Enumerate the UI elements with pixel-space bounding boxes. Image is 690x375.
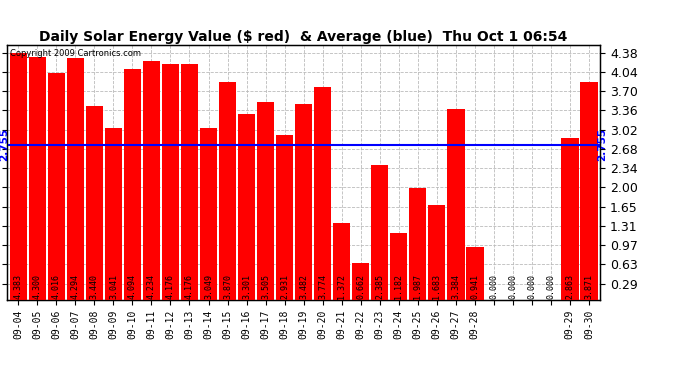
Text: 2.385: 2.385 bbox=[375, 274, 384, 299]
Text: 3.871: 3.871 bbox=[584, 274, 593, 299]
Text: 4.176: 4.176 bbox=[185, 274, 194, 299]
Bar bbox=[352, 262, 369, 300]
Bar bbox=[199, 128, 217, 300]
Text: 4.234: 4.234 bbox=[147, 274, 156, 299]
Text: 4.176: 4.176 bbox=[166, 274, 175, 299]
Text: 2.755: 2.755 bbox=[598, 128, 607, 161]
Text: 4.383: 4.383 bbox=[14, 274, 23, 299]
Text: 3.041: 3.041 bbox=[109, 274, 118, 299]
Bar bbox=[428, 205, 446, 300]
Bar bbox=[580, 82, 598, 300]
Text: 3.482: 3.482 bbox=[299, 274, 308, 299]
Text: 3.384: 3.384 bbox=[451, 274, 460, 299]
Text: 3.440: 3.440 bbox=[90, 274, 99, 299]
Text: 1.182: 1.182 bbox=[394, 274, 403, 299]
Text: 0.000: 0.000 bbox=[546, 274, 555, 299]
Bar bbox=[314, 87, 331, 300]
Text: Copyright 2009 Cartronics.com: Copyright 2009 Cartronics.com bbox=[10, 49, 141, 58]
Text: 0.000: 0.000 bbox=[527, 274, 536, 299]
Bar bbox=[67, 58, 84, 300]
Text: 1.987: 1.987 bbox=[413, 274, 422, 299]
Bar bbox=[105, 129, 122, 300]
Text: 4.294: 4.294 bbox=[71, 274, 80, 299]
Text: 3.774: 3.774 bbox=[318, 274, 327, 299]
Bar bbox=[181, 64, 198, 300]
Bar bbox=[86, 106, 103, 300]
Bar bbox=[219, 82, 236, 300]
Bar bbox=[28, 57, 46, 300]
Text: 4.300: 4.300 bbox=[33, 274, 42, 299]
Bar bbox=[409, 188, 426, 300]
Text: 2.931: 2.931 bbox=[280, 274, 289, 299]
Bar bbox=[447, 109, 464, 300]
Text: 0.000: 0.000 bbox=[509, 274, 518, 299]
Bar bbox=[48, 74, 65, 300]
Text: 3.870: 3.870 bbox=[223, 274, 232, 299]
Bar bbox=[161, 64, 179, 300]
Text: 2.863: 2.863 bbox=[565, 274, 574, 299]
Bar bbox=[143, 61, 160, 300]
Text: 2.755: 2.755 bbox=[0, 128, 9, 161]
Bar bbox=[10, 53, 27, 300]
Text: 0.000: 0.000 bbox=[489, 274, 498, 299]
Bar bbox=[466, 247, 484, 300]
Bar bbox=[257, 102, 275, 300]
Bar bbox=[124, 69, 141, 300]
Text: 3.505: 3.505 bbox=[261, 274, 270, 299]
Text: 1.683: 1.683 bbox=[432, 274, 441, 299]
Bar bbox=[333, 223, 351, 300]
Text: 1.372: 1.372 bbox=[337, 274, 346, 299]
Text: 4.016: 4.016 bbox=[52, 274, 61, 299]
Text: 4.094: 4.094 bbox=[128, 274, 137, 299]
Bar bbox=[295, 104, 313, 300]
Bar bbox=[390, 233, 407, 300]
Text: 3.049: 3.049 bbox=[204, 274, 213, 299]
Bar bbox=[371, 165, 388, 300]
Title: Daily Solar Energy Value ($ red)  & Average (blue)  Thu Oct 1 06:54: Daily Solar Energy Value ($ red) & Avera… bbox=[39, 30, 568, 44]
Text: 0.662: 0.662 bbox=[356, 274, 365, 299]
Text: 0.941: 0.941 bbox=[471, 274, 480, 299]
Bar bbox=[561, 138, 579, 300]
Bar bbox=[276, 135, 293, 300]
Bar bbox=[238, 114, 255, 300]
Text: 3.301: 3.301 bbox=[242, 274, 251, 299]
